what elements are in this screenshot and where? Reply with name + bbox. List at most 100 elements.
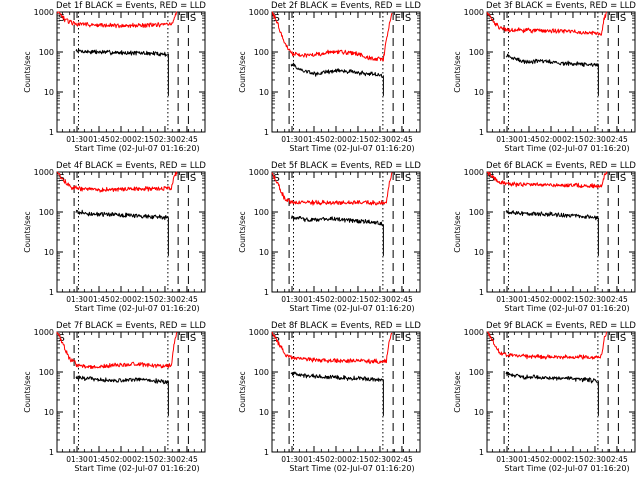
y-axis-label: Counts/sec xyxy=(23,51,32,92)
y-tick-label: 10 xyxy=(44,248,54,257)
time-marker-label: S xyxy=(489,173,495,184)
time-marker-label: E xyxy=(395,333,401,344)
y-tick-label: 10 xyxy=(44,88,54,97)
y-tick-label: 1 xyxy=(479,128,484,137)
y-tick-label: 1 xyxy=(264,288,269,297)
y-tick-label: 1 xyxy=(479,448,484,457)
y-tick-label: 100 xyxy=(469,368,484,377)
y-tick-label: 10 xyxy=(474,408,484,417)
time-marker-label: S xyxy=(190,13,196,24)
lld-series-line xyxy=(271,172,393,206)
time-marker-label: E xyxy=(180,333,186,344)
time-marker-label: S xyxy=(274,173,280,184)
y-axis-label: Counts/sec xyxy=(238,51,247,92)
x-tick-label: 01:30 xyxy=(281,135,303,144)
y-tick-label: 1000 xyxy=(249,328,269,337)
x-tick-label: 01:45 xyxy=(303,455,325,464)
y-tick-label: 1000 xyxy=(249,168,269,177)
x-tick-label: 02:45 xyxy=(176,455,198,464)
x-tick-label: 01:30 xyxy=(281,455,303,464)
panel-title: Det 3f BLACK = Events, RED = LLD xyxy=(486,1,636,11)
x-axis-label: Start Time (02-Jul-07 01:16:20) xyxy=(289,144,414,153)
time-marker-label: E xyxy=(395,13,401,24)
x-tick-label: 02:45 xyxy=(606,455,628,464)
detector-panel: Det 9f BLACK = Events, RED = LLD 1 10 100 10… xyxy=(453,321,636,473)
x-tick-label: 02:45 xyxy=(391,455,413,464)
y-tick-label: 100 xyxy=(254,368,269,377)
x-tick-label: 02:00 xyxy=(325,295,347,304)
x-tick-label: 02:45 xyxy=(176,135,198,144)
x-tick-label: 02:00 xyxy=(540,295,562,304)
x-tick-label: 02:00 xyxy=(540,135,562,144)
detector-panel: Det 7f BLACK = Events, RED = LLD 1 10 100 10… xyxy=(23,321,206,473)
lld-series-line xyxy=(271,11,393,62)
panel-title: Det 2f BLACK = Events, RED = LLD xyxy=(271,1,421,11)
y-tick-label: 10 xyxy=(474,248,484,257)
y-tick-label: 10 xyxy=(44,408,54,417)
lld-series-line xyxy=(56,171,178,193)
y-tick-label: 1000 xyxy=(464,168,484,177)
events-series-line xyxy=(505,371,599,416)
time-marker-label: S xyxy=(190,173,196,184)
x-tick-label: 02:15 xyxy=(562,295,584,304)
x-tick-label: 01:45 xyxy=(518,295,540,304)
lld-series-line xyxy=(56,11,177,29)
y-tick-label: 1000 xyxy=(249,8,269,17)
plot-frame xyxy=(56,11,206,133)
events-series-line xyxy=(75,209,169,256)
time-marker-label: E xyxy=(610,333,616,344)
x-tick-label: 02:15 xyxy=(132,135,154,144)
x-tick-label: 02:45 xyxy=(391,135,413,144)
x-tick-label: 02:30 xyxy=(154,455,176,464)
x-tick-label: 01:30 xyxy=(496,455,518,464)
events-series-line xyxy=(290,371,384,416)
time-marker-label: E xyxy=(395,173,401,184)
plot-frame xyxy=(56,171,206,293)
time-marker-label: E xyxy=(610,173,616,184)
x-tick-label: 02:45 xyxy=(606,295,628,304)
y-tick-label: 1 xyxy=(49,288,54,297)
y-axis-label: Counts/sec xyxy=(23,371,32,412)
x-tick-label: 02:00 xyxy=(110,135,132,144)
x-tick-label: 02:30 xyxy=(369,295,391,304)
x-axis-label: Start Time (02-Jul-07 01:16:20) xyxy=(74,304,199,313)
x-tick-label: 02:30 xyxy=(369,135,391,144)
y-tick-label: 1000 xyxy=(464,8,484,17)
lld-series-line xyxy=(486,11,608,36)
y-tick-label: 100 xyxy=(39,48,54,57)
y-tick-label: 1000 xyxy=(464,328,484,337)
x-axis-label: Start Time (02-Jul-07 01:16:20) xyxy=(504,304,629,313)
x-tick-label: 02:15 xyxy=(347,295,369,304)
events-series-line xyxy=(290,215,384,256)
events-series-line xyxy=(75,48,169,96)
x-axis-label: Start Time (02-Jul-07 01:16:20) xyxy=(504,464,629,473)
y-axis-label: Counts/sec xyxy=(238,211,247,252)
x-axis-label: Start Time (02-Jul-07 01:16:20) xyxy=(74,144,199,153)
y-tick-label: 100 xyxy=(254,208,269,217)
lld-series-line xyxy=(486,171,608,189)
time-marker-label: E xyxy=(180,13,186,24)
x-tick-label: 01:45 xyxy=(88,135,110,144)
x-tick-label: 02:15 xyxy=(132,295,154,304)
x-tick-label: 02:00 xyxy=(110,295,132,304)
y-tick-label: 1 xyxy=(264,448,269,457)
x-tick-label: 02:15 xyxy=(562,135,584,144)
detector-panel: Det 8f BLACK = Events, RED = LLD 1 10 100 10… xyxy=(238,321,421,473)
x-tick-label: 01:30 xyxy=(496,135,518,144)
y-tick-label: 10 xyxy=(259,248,269,257)
events-series-line xyxy=(505,210,599,256)
x-tick-label: 02:30 xyxy=(584,295,606,304)
x-tick-label: 01:30 xyxy=(66,135,88,144)
time-marker-label: S xyxy=(620,13,626,24)
plot-frame xyxy=(271,331,421,453)
x-tick-label: 02:00 xyxy=(110,455,132,464)
x-tick-label: 02:15 xyxy=(132,455,154,464)
y-tick-label: 100 xyxy=(254,48,269,57)
x-axis-label: Start Time (02-Jul-07 01:16:20) xyxy=(74,464,199,473)
time-marker-label: S xyxy=(405,333,411,344)
y-tick-label: 100 xyxy=(469,208,484,217)
time-marker-label: S xyxy=(59,333,65,344)
x-tick-label: 02:15 xyxy=(562,455,584,464)
panel-title: Det 1f BLACK = Events, RED = LLD xyxy=(56,1,206,11)
